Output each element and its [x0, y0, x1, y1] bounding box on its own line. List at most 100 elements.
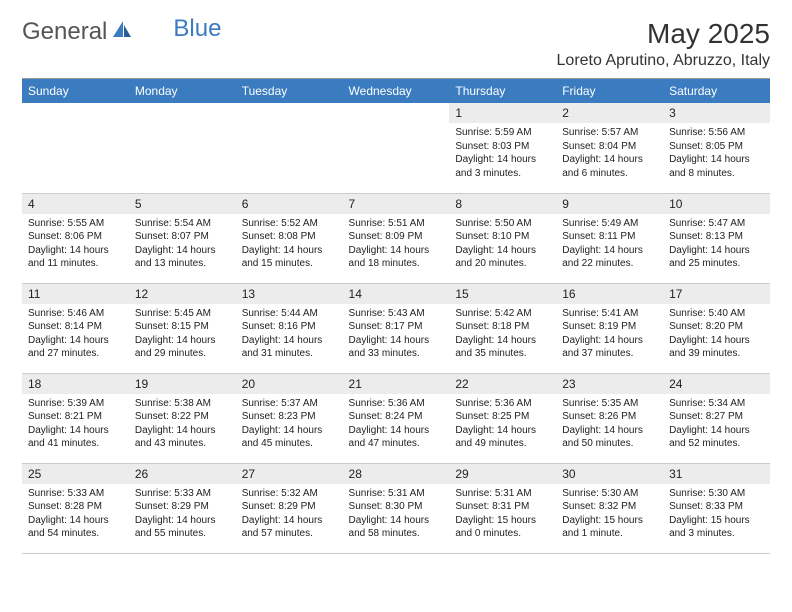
- calendar-day-cell: 15Sunrise: 5:42 AMSunset: 8:18 PMDayligh…: [449, 283, 556, 373]
- sunrise-text: Sunrise: 5:37 AM: [242, 397, 337, 411]
- day-number: 21: [343, 374, 450, 394]
- day-number: 19: [129, 374, 236, 394]
- sunrise-text: Sunrise: 5:43 AM: [349, 307, 444, 321]
- day-details: Sunrise: 5:46 AMSunset: 8:14 PMDaylight:…: [22, 304, 129, 367]
- sunrise-text: Sunrise: 5:56 AM: [669, 126, 764, 140]
- calendar-day-cell: 16Sunrise: 5:41 AMSunset: 8:19 PMDayligh…: [556, 283, 663, 373]
- sunrise-text: Sunrise: 5:52 AM: [242, 217, 337, 231]
- day-number: 25: [22, 464, 129, 484]
- logo-text-blue: Blue: [173, 15, 221, 43]
- sunrise-text: Sunrise: 5:59 AM: [455, 126, 550, 140]
- calendar-week-row: 11Sunrise: 5:46 AMSunset: 8:14 PMDayligh…: [22, 283, 770, 373]
- calendar-day-cell: 5Sunrise: 5:54 AMSunset: 8:07 PMDaylight…: [129, 193, 236, 283]
- daylight-text: Daylight: 14 hours and 54 minutes.: [28, 514, 123, 541]
- day-details: Sunrise: 5:59 AMSunset: 8:03 PMDaylight:…: [449, 123, 556, 186]
- sunset-text: Sunset: 8:05 PM: [669, 140, 764, 154]
- location-label: Loreto Aprutino, Abruzzo, Italy: [557, 52, 770, 70]
- calendar-day-cell: 26Sunrise: 5:33 AMSunset: 8:29 PMDayligh…: [129, 463, 236, 553]
- day-details: Sunrise: 5:33 AMSunset: 8:29 PMDaylight:…: [129, 484, 236, 547]
- sunrise-text: Sunrise: 5:30 AM: [562, 487, 657, 501]
- calendar-day-cell: 25Sunrise: 5:33 AMSunset: 8:28 PMDayligh…: [22, 463, 129, 553]
- daylight-text: Daylight: 14 hours and 27 minutes.: [28, 334, 123, 361]
- sunrise-text: Sunrise: 5:36 AM: [455, 397, 550, 411]
- sunset-text: Sunset: 8:30 PM: [349, 500, 444, 514]
- sunrise-text: Sunrise: 5:49 AM: [562, 217, 657, 231]
- day-number: 20: [236, 374, 343, 394]
- calendar-day-cell: [129, 103, 236, 193]
- weekday-header: Tuesday: [236, 79, 343, 103]
- calendar-week-row: 25Sunrise: 5:33 AMSunset: 8:28 PMDayligh…: [22, 463, 770, 553]
- sunset-text: Sunset: 8:23 PM: [242, 410, 337, 424]
- logo: General Blue: [22, 18, 221, 46]
- sunrise-text: Sunrise: 5:51 AM: [349, 217, 444, 231]
- sunset-text: Sunset: 8:29 PM: [135, 500, 230, 514]
- calendar-day-cell: 2Sunrise: 5:57 AMSunset: 8:04 PMDaylight…: [556, 103, 663, 193]
- sunset-text: Sunset: 8:32 PM: [562, 500, 657, 514]
- calendar-day-cell: 3Sunrise: 5:56 AMSunset: 8:05 PMDaylight…: [663, 103, 770, 193]
- calendar-day-cell: 8Sunrise: 5:50 AMSunset: 8:10 PMDaylight…: [449, 193, 556, 283]
- calendar-day-cell: 1Sunrise: 5:59 AMSunset: 8:03 PMDaylight…: [449, 103, 556, 193]
- sunset-text: Sunset: 8:20 PM: [669, 320, 764, 334]
- sunrise-text: Sunrise: 5:40 AM: [669, 307, 764, 321]
- calendar-body: 1Sunrise: 5:59 AMSunset: 8:03 PMDaylight…: [22, 103, 770, 553]
- day-number: 18: [22, 374, 129, 394]
- day-number: 16: [556, 284, 663, 304]
- day-number: 26: [129, 464, 236, 484]
- daylight-text: Daylight: 14 hours and 18 minutes.: [349, 244, 444, 271]
- daylight-text: Daylight: 15 hours and 0 minutes.: [455, 514, 550, 541]
- sunset-text: Sunset: 8:31 PM: [455, 500, 550, 514]
- day-number: 28: [343, 464, 450, 484]
- calendar-day-cell: 6Sunrise: 5:52 AMSunset: 8:08 PMDaylight…: [236, 193, 343, 283]
- calendar-week-row: 18Sunrise: 5:39 AMSunset: 8:21 PMDayligh…: [22, 373, 770, 463]
- calendar-day-cell: 12Sunrise: 5:45 AMSunset: 8:15 PMDayligh…: [129, 283, 236, 373]
- weekday-header: Saturday: [663, 79, 770, 103]
- day-details: Sunrise: 5:56 AMSunset: 8:05 PMDaylight:…: [663, 123, 770, 186]
- sunset-text: Sunset: 8:27 PM: [669, 410, 764, 424]
- sunrise-text: Sunrise: 5:57 AM: [562, 126, 657, 140]
- daylight-text: Daylight: 14 hours and 50 minutes.: [562, 424, 657, 451]
- calendar-day-cell: 4Sunrise: 5:55 AMSunset: 8:06 PMDaylight…: [22, 193, 129, 283]
- day-details: Sunrise: 5:39 AMSunset: 8:21 PMDaylight:…: [22, 394, 129, 457]
- title-block: May 2025 Loreto Aprutino, Abruzzo, Italy: [557, 18, 770, 70]
- sunset-text: Sunset: 8:18 PM: [455, 320, 550, 334]
- sunrise-text: Sunrise: 5:31 AM: [349, 487, 444, 501]
- day-details: Sunrise: 5:47 AMSunset: 8:13 PMDaylight:…: [663, 214, 770, 277]
- weekday-header: Thursday: [449, 79, 556, 103]
- day-number: 9: [556, 194, 663, 214]
- calendar-day-cell: 19Sunrise: 5:38 AMSunset: 8:22 PMDayligh…: [129, 373, 236, 463]
- day-details: Sunrise: 5:49 AMSunset: 8:11 PMDaylight:…: [556, 214, 663, 277]
- calendar-day-cell: 21Sunrise: 5:36 AMSunset: 8:24 PMDayligh…: [343, 373, 450, 463]
- daylight-text: Daylight: 14 hours and 55 minutes.: [135, 514, 230, 541]
- day-number: 24: [663, 374, 770, 394]
- calendar-day-cell: 28 Sunrise: 5:31 AMSunset: 8:30 PMDayligh…: [343, 463, 450, 553]
- day-details: Sunrise: 5:36 AMSunset: 8:25 PMDaylight:…: [449, 394, 556, 457]
- calendar-day-cell: 18Sunrise: 5:39 AMSunset: 8:21 PMDayligh…: [22, 373, 129, 463]
- sunrise-text: Sunrise: 5:39 AM: [28, 397, 123, 411]
- sunrise-text: Sunrise: 5:31 AM: [455, 487, 550, 501]
- sunset-text: Sunset: 8:04 PM: [562, 140, 657, 154]
- day-number: 27: [236, 464, 343, 484]
- sunset-text: Sunset: 8:26 PM: [562, 410, 657, 424]
- sunset-text: Sunset: 8:25 PM: [455, 410, 550, 424]
- sunset-text: Sunset: 8:21 PM: [28, 410, 123, 424]
- sunrise-text: Sunrise: 5:38 AM: [135, 397, 230, 411]
- sunset-text: Sunset: 8:33 PM: [669, 500, 764, 514]
- sunset-text: Sunset: 8:03 PM: [455, 140, 550, 154]
- weekday-header: Monday: [129, 79, 236, 103]
- sunrise-text: Sunrise: 5:32 AM: [242, 487, 337, 501]
- day-details: Sunrise: 5:42 AMSunset: 8:18 PMDaylight:…: [449, 304, 556, 367]
- calendar-day-cell: [343, 103, 450, 193]
- calendar-day-cell: 30Sunrise: 5:30 AMSunset: 8:32 PMDayligh…: [556, 463, 663, 553]
- day-details: Sunrise: 5:52 AMSunset: 8:08 PMDaylight:…: [236, 214, 343, 277]
- calendar-day-cell: 17Sunrise: 5:40 AMSunset: 8:20 PMDayligh…: [663, 283, 770, 373]
- sunset-text: Sunset: 8:24 PM: [349, 410, 444, 424]
- sunset-text: Sunset: 8:14 PM: [28, 320, 123, 334]
- calendar-day-cell: 27Sunrise: 5:32 AMSunset: 8:29 PMDayligh…: [236, 463, 343, 553]
- calendar-day-cell: 24Sunrise: 5:34 AMSunset: 8:27 PMDayligh…: [663, 373, 770, 463]
- day-details: Sunrise: 5:38 AMSunset: 8:22 PMDaylight:…: [129, 394, 236, 457]
- calendar-week-row: 1Sunrise: 5:59 AMSunset: 8:03 PMDaylight…: [22, 103, 770, 193]
- daylight-text: Daylight: 14 hours and 45 minutes.: [242, 424, 337, 451]
- weekday-header: Sunday: [22, 79, 129, 103]
- daylight-text: Daylight: 14 hours and 58 minutes.: [349, 514, 444, 541]
- sunrise-text: Sunrise: 5:45 AM: [135, 307, 230, 321]
